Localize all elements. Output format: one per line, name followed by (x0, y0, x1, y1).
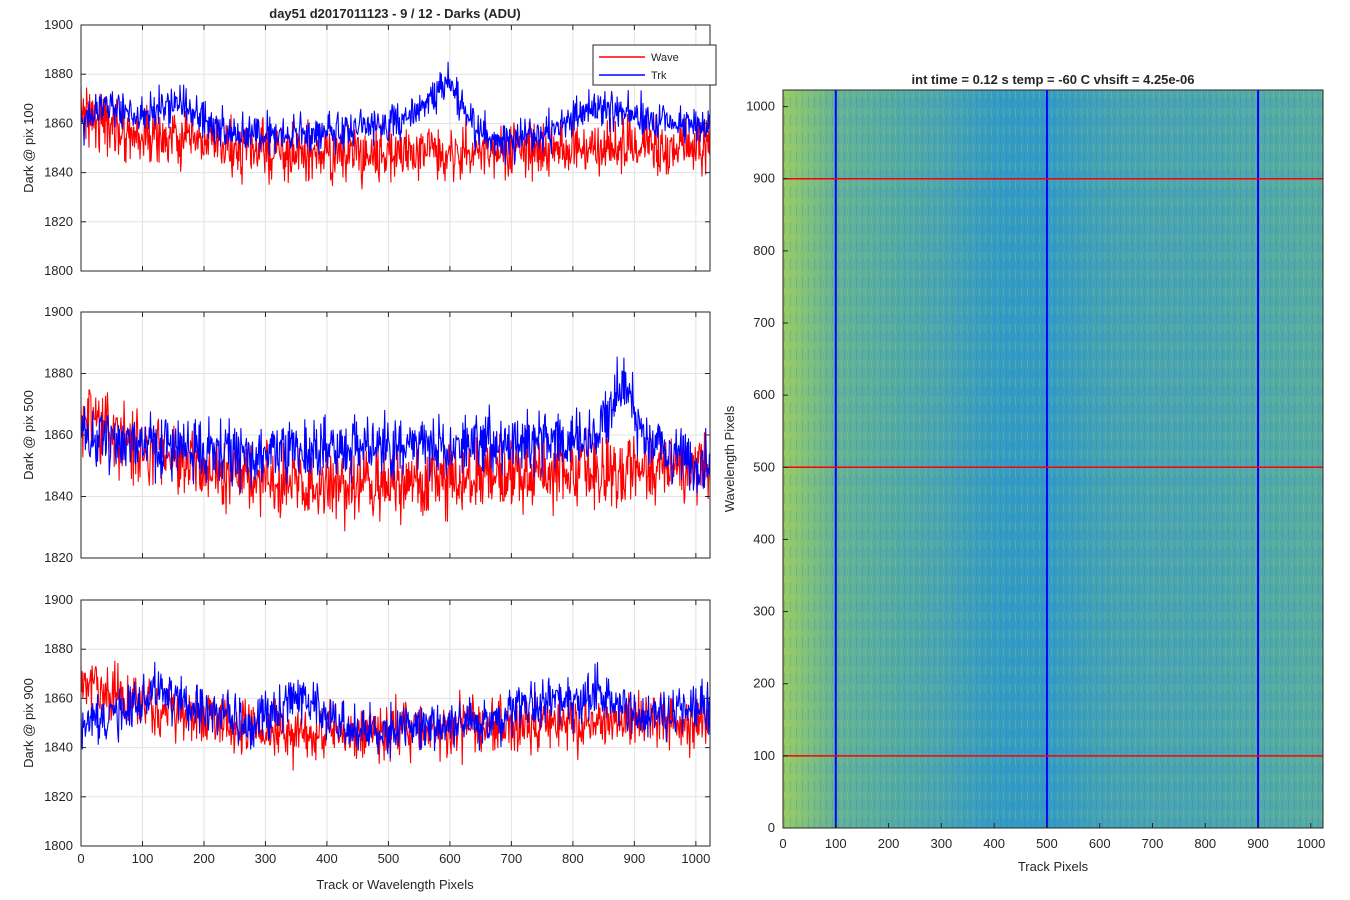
x-tick-label: 800 (562, 851, 584, 866)
series-group (80, 356, 711, 532)
x-tick-label: 100 (132, 851, 154, 866)
x-tick-label: 600 (1089, 836, 1111, 851)
y-tick-label: 400 (753, 531, 775, 546)
axes-frame (80, 24, 711, 272)
x-tick-label: 0 (779, 836, 786, 851)
y-tick-label: 1880 (44, 641, 73, 656)
y-tick-label: 1860 (44, 690, 73, 705)
tick-labels: 1820 1840 1860 1880 1900 (44, 304, 710, 565)
line-plot-pix-500: 1820 1840 1860 1880 1900 Dark @ pix 500 (21, 304, 711, 565)
y-tick-label: 1800 (44, 263, 73, 278)
legend-label-wave: Wave (651, 52, 679, 64)
series-line-trk (80, 356, 711, 494)
y-tick-label: 1860 (44, 427, 73, 442)
line-plot-pix-900: 0 100 200 300 400 500 600 700 800 900 1000 1800 1820… (21, 592, 711, 866)
tick-labels: 1800 1820 1840 1860 1880 1900 (44, 17, 710, 278)
y-tick-label: 600 (753, 387, 775, 402)
heatmap-texture (783, 90, 1323, 828)
y-tick-label: 800 (753, 243, 775, 258)
x-tick-label: 800 (1194, 836, 1216, 851)
y-axis-label: Dark @ pix 900 (21, 678, 36, 768)
x-tick-label: 0 (77, 851, 84, 866)
x-tick-label: 700 (501, 851, 523, 866)
legend-label-trk: Trk (651, 70, 667, 82)
y-tick-label: 500 (753, 459, 775, 474)
axes-frame (80, 599, 711, 847)
y-tick-label: 1800 (44, 838, 73, 853)
x-tick-label: 900 (1247, 836, 1269, 851)
x-axis-label-left: Track or Wavelength Pixels (316, 877, 474, 892)
figure-title: day51 d2017011123 - 9 / 12 - Darks (ADU) (269, 6, 520, 21)
tick-labels: 0 100 200 300 400 500 600 700 800 900 1000 1800 1820… (44, 592, 710, 866)
y-tick-label: 1820 (44, 550, 73, 565)
series-line-wave (80, 86, 711, 190)
legend: Wave Trk (592, 44, 717, 86)
x-tick-label: 700 (1142, 836, 1164, 851)
y-tick-label: 300 (753, 604, 775, 619)
y-axis-label: Dark @ pix 100 (21, 103, 36, 193)
x-tick-label: 500 (378, 851, 400, 866)
y-tick-label: 200 (753, 676, 775, 691)
heatmap-title: int time = 0.12 s temp = -60 C vhsift = … (912, 72, 1195, 87)
series-group (80, 660, 711, 771)
x-tick-label: 400 (983, 836, 1005, 851)
x-tick-label: 500 (1036, 836, 1058, 851)
y-tick-label: 100 (753, 748, 775, 763)
y-tick-label: 1820 (44, 789, 73, 804)
y-axis-label-right: Wavelength Pixels (722, 405, 737, 512)
marker-lines (783, 90, 1323, 828)
x-tick-label: 300 (931, 836, 953, 851)
y-tick-label: 700 (753, 315, 775, 330)
y-tick-label: 900 (753, 171, 775, 186)
y-tick-label: 1860 (44, 115, 73, 130)
y-tick-label: 1880 (44, 66, 73, 81)
x-tick-label: 1000 (681, 851, 710, 866)
series-group (80, 61, 711, 190)
x-tick-label: 300 (255, 851, 277, 866)
tick-labels: 0 100 200 300 400 500 600 700 800 900 1000 0 100 200 3… (746, 99, 1325, 851)
series-line-trk (80, 661, 711, 759)
x-tick-label: 100 (825, 836, 847, 851)
line-plot-pix-100: 1800 1820 1840 1860 1880 1900 Dark @ pix 100 (21, 17, 711, 278)
series-line-trk (80, 61, 711, 165)
y-tick-label: 0 (768, 820, 775, 835)
series-line-wave (80, 389, 711, 532)
dark-frame-heatmap: 0 100 200 300 400 500 600 700 800 900 1000 0 100 200 3… (722, 89, 1325, 874)
x-tick-label: 200 (193, 851, 215, 866)
x-tick-label: 600 (439, 851, 461, 866)
x-axis-label-right: Track Pixels (1018, 859, 1089, 874)
y-tick-label: 1840 (44, 740, 73, 755)
y-tick-label: 1900 (44, 304, 73, 319)
y-tick-label: 1880 (44, 366, 73, 381)
y-tick-label: 1900 (44, 17, 73, 32)
y-axis-label: Dark @ pix 500 (21, 390, 36, 480)
series-line-wave (80, 660, 711, 771)
y-tick-label: 1000 (746, 99, 775, 114)
y-tick-label: 1840 (44, 165, 73, 180)
x-tick-label: 200 (878, 836, 900, 851)
y-tick-label: 1820 (44, 214, 73, 229)
x-tick-label: 900 (624, 851, 646, 866)
x-tick-label: 400 (316, 851, 338, 866)
x-tick-label: 1000 (1296, 836, 1325, 851)
legend-box (592, 44, 717, 86)
heatmap-frame (782, 89, 1324, 829)
y-tick-label: 1840 (44, 489, 73, 504)
y-tick-label: 1900 (44, 592, 73, 607)
